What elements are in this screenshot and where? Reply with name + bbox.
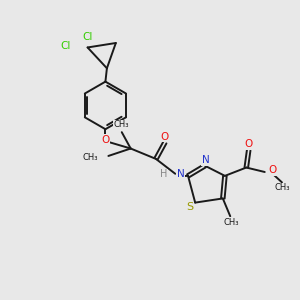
Text: O: O xyxy=(268,165,277,175)
Text: S: S xyxy=(186,202,194,212)
Text: Cl: Cl xyxy=(61,41,71,51)
Text: CH₃: CH₃ xyxy=(223,218,238,227)
Text: O: O xyxy=(244,140,253,149)
Text: CH₃: CH₃ xyxy=(275,183,290,192)
Text: O: O xyxy=(161,132,169,142)
Text: Cl: Cl xyxy=(82,32,93,42)
Text: O: O xyxy=(101,135,110,145)
Text: N: N xyxy=(202,155,209,165)
Text: CH₃: CH₃ xyxy=(82,153,98,162)
Text: N: N xyxy=(177,169,184,179)
Text: CH₃: CH₃ xyxy=(113,120,129,129)
Text: H: H xyxy=(160,169,168,179)
